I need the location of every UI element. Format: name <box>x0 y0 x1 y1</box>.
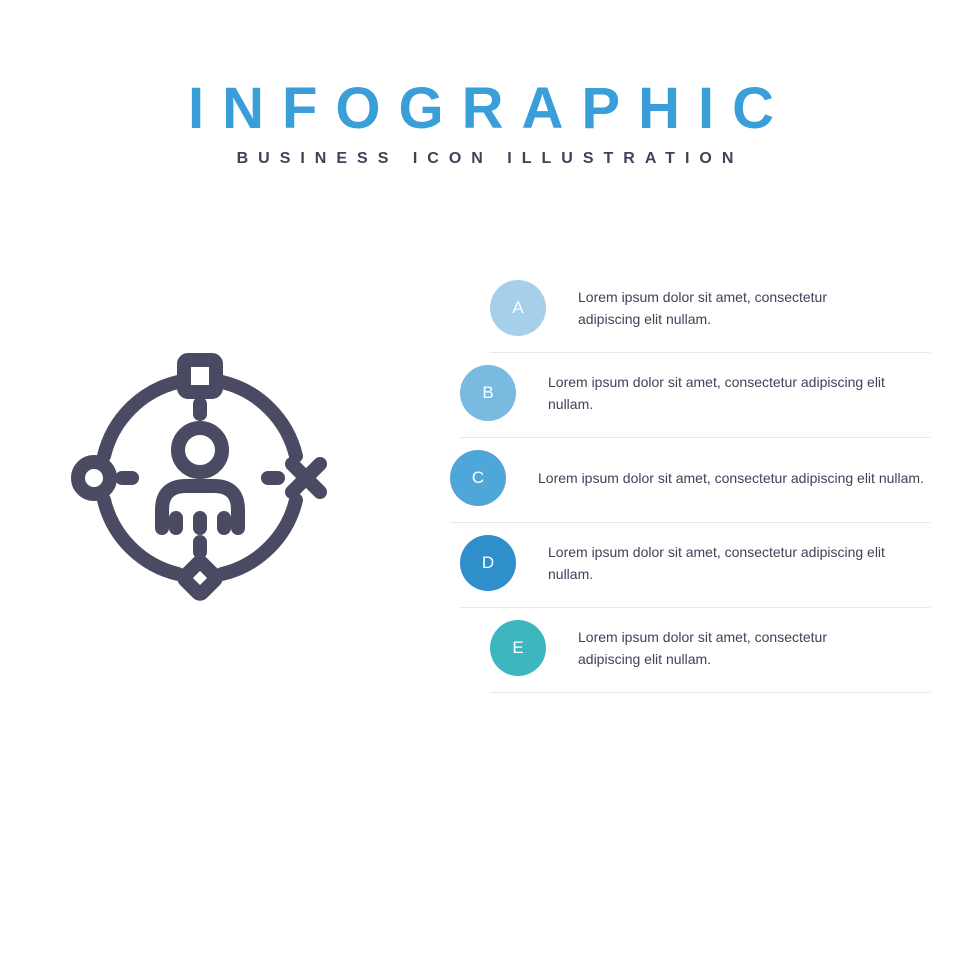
person-shapes-icon <box>70 348 330 608</box>
step-body: Lorem ipsum dolor sit amet, consectetur … <box>548 541 930 586</box>
step-circle-a: A <box>490 280 546 336</box>
step-body: Lorem ipsum dolor sit amet, consectetur … <box>578 626 930 671</box>
step-a: A Lorem ipsum dolor sit amet, consectetu… <box>490 268 930 353</box>
step-c: C Lorem ipsum dolor sit amet, consectetu… <box>450 438 930 523</box>
page-title: INFOGRAPHIC <box>0 75 980 142</box>
step-text: Lorem ipsum dolor sit amet, consectetur … <box>578 626 890 671</box>
step-d: D Lorem ipsum dolor sit amet, consectetu… <box>460 523 930 608</box>
step-letter: A <box>512 298 523 318</box>
header: INFOGRAPHIC BUSINESS ICON ILLUSTRATION <box>0 0 980 168</box>
step-letter: E <box>512 638 523 658</box>
step-letter: C <box>472 468 484 488</box>
step-text: Lorem ipsum dolor sit amet, consectetur … <box>548 371 930 416</box>
step-circle-d: D <box>460 535 516 591</box>
step-text: Lorem ipsum dolor sit amet, consectetur … <box>578 286 890 331</box>
step-body: Lorem ipsum dolor sit amet, consectetur … <box>548 371 930 416</box>
step-letter: D <box>482 553 494 573</box>
step-circle-b: B <box>460 365 516 421</box>
step-text: Lorem ipsum dolor sit amet, consectetur … <box>538 467 930 489</box>
page-subtitle: BUSINESS ICON ILLUSTRATION <box>0 150 980 168</box>
step-body: Lorem ipsum dolor sit amet, consectetur … <box>578 286 930 331</box>
step-body: Lorem ipsum dolor sit amet, consectetur … <box>538 467 930 489</box>
steps-list: A Lorem ipsum dolor sit amet, consectetu… <box>430 268 930 693</box>
hero-icon <box>70 348 330 608</box>
step-b: B Lorem ipsum dolor sit amet, consectetu… <box>460 353 930 438</box>
step-circle-e: E <box>490 620 546 676</box>
step-e: E Lorem ipsum dolor sit amet, consectetu… <box>490 608 930 693</box>
step-text: Lorem ipsum dolor sit amet, consectetur … <box>548 541 930 586</box>
step-circle-c: C <box>450 450 506 506</box>
step-letter: B <box>482 383 493 403</box>
